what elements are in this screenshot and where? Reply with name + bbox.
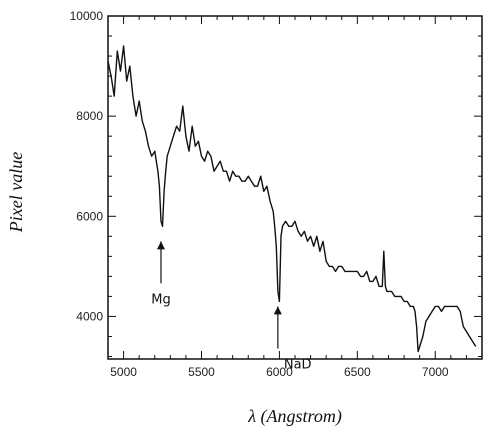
annotation-label: Mg [151, 292, 170, 307]
x-tick-label: 7000 [422, 365, 449, 379]
y-tick-label: 6000 [76, 209, 103, 223]
x-tick-label: 5500 [188, 365, 215, 379]
annotation-label: NaD [284, 357, 312, 372]
x-tick-label: 6500 [344, 365, 371, 379]
y-tick-label: 10000 [70, 9, 104, 23]
y-tick-label: 4000 [76, 309, 103, 323]
x-axis-label: λ (Angstrom) [247, 406, 342, 427]
x-tick-label: 5000 [110, 365, 137, 379]
y-tick-labels: 4000 6000 8000 10000 [70, 9, 104, 323]
axis-ticks [107, 15, 483, 359]
annotation-mg: Mg [151, 241, 171, 307]
y-axis-label: Pixel value [6, 152, 26, 233]
x-tick-label: 6000 [266, 365, 293, 379]
annotation-arrow-head [156, 241, 165, 250]
annotation-nad: NaD [273, 306, 312, 372]
x-tick-labels: 5000 5500 6000 6500 7000 [110, 365, 449, 379]
annotation-arrow-head [273, 306, 282, 315]
y-tick-label: 8000 [76, 109, 103, 123]
annotations: Mg NaD [151, 241, 312, 372]
spectrum-series-line [107, 45, 477, 353]
